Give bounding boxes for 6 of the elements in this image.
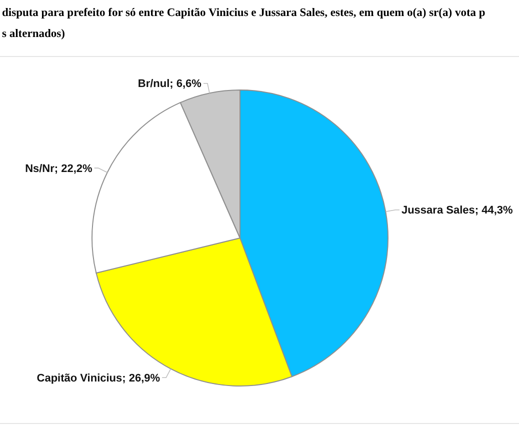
chart-subtitle: s alternados) [2, 28, 66, 40]
chart-title: disputa para prefeito for só entre Capitão Vinicius e Jussara Sales, estes, em quem o(a) sr(a) vota p [2, 7, 486, 19]
slice-label: Ns/Nr; 22,2% [25, 162, 93, 175]
slice-label: Capitão Vinicius; 26,9% [36, 372, 160, 384]
slice-label: Jussara Sales; 44,3% [401, 204, 513, 217]
slice-label: Br/nul; 6,6% [138, 78, 202, 90]
